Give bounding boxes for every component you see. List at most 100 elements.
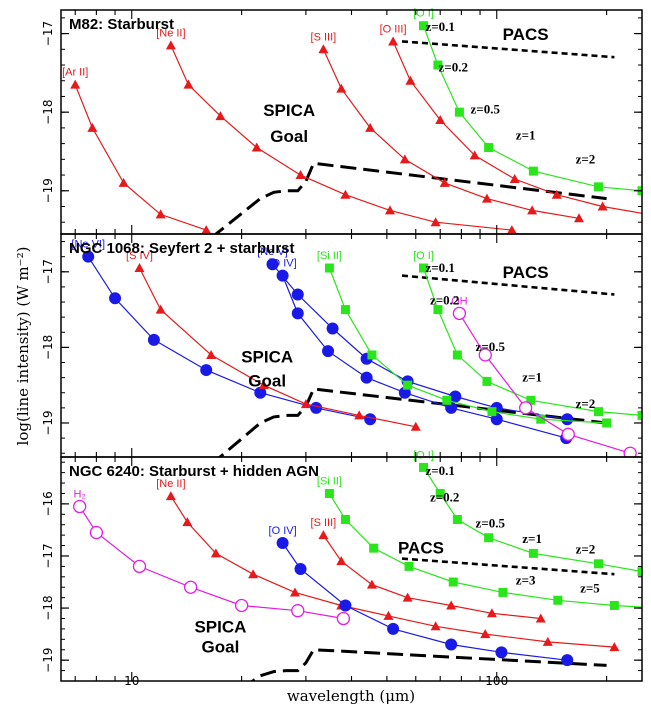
data-point: [87, 122, 98, 132]
data-point: [433, 60, 443, 70]
series-label: H₂: [74, 488, 86, 500]
data-point: [183, 580, 198, 594]
data-point: [182, 517, 193, 527]
series-line: [328, 267, 607, 424]
data-point: [155, 209, 166, 219]
redshift-label: z=1: [522, 531, 542, 546]
data-point: [300, 399, 311, 409]
data-point: [486, 608, 497, 618]
data-point: [561, 654, 574, 667]
data-point: [248, 569, 259, 579]
limit-spica-goal: [217, 387, 607, 457]
data-point: [289, 587, 300, 597]
data-point: [478, 348, 492, 362]
data-point: [402, 592, 413, 602]
data-point: [528, 166, 538, 176]
data-point: [210, 548, 221, 558]
data-point: [445, 638, 458, 651]
annotation-pacs: PACS: [503, 263, 549, 282]
data-point: [482, 376, 492, 386]
series-line: [322, 49, 580, 219]
data-point: [419, 21, 429, 31]
series-label: OH: [451, 295, 468, 307]
data-point: [481, 193, 492, 203]
series-s-iv: [134, 263, 421, 431]
data-point: [155, 304, 166, 314]
data-point: [340, 305, 350, 315]
data-point: [266, 258, 279, 271]
annotation-goal: Goal: [270, 127, 308, 146]
limit-pacs: [401, 274, 615, 296]
data-point: [73, 499, 87, 514]
data-point: [340, 515, 350, 525]
data-point: [561, 427, 575, 441]
series-ne-vi: [82, 250, 377, 426]
data-point: [602, 418, 612, 428]
data-point: [295, 170, 306, 180]
redshift-label: z=0.2: [430, 489, 459, 504]
data-point: [452, 306, 467, 321]
data-point: [336, 611, 351, 626]
data-point: [322, 345, 335, 358]
series-s-iii: [318, 530, 546, 623]
limit-spica-goal: [250, 648, 607, 681]
data-point: [439, 177, 450, 187]
series-label: [Ne V]: [257, 246, 288, 258]
data-point: [561, 413, 574, 426]
data-point: [469, 150, 480, 160]
data-point: [360, 371, 373, 384]
data-point: [294, 563, 307, 575]
data-point: [609, 642, 620, 652]
redshift-label: z=3: [516, 573, 536, 588]
data-point: [573, 213, 584, 223]
series-o-iv: [276, 269, 573, 445]
data-point: [365, 122, 376, 132]
annotation-pacs: PACS: [503, 25, 549, 44]
panel-title: M82: Starburst: [69, 16, 174, 33]
data-point: [637, 410, 642, 420]
series-si-ii: [324, 263, 612, 428]
data-point: [454, 107, 464, 117]
redshift-label: z=0.2: [430, 292, 459, 307]
data-point: [276, 536, 289, 549]
data-point: [70, 79, 81, 89]
data-point: [553, 595, 563, 605]
panel-frame: [60, 9, 643, 235]
data-point: [387, 622, 400, 635]
data-point: [206, 349, 217, 359]
panel-m82: [Ar II][Ne II] [S III][O III][O I]PACSSPI…: [41, 8, 643, 235]
x-axis-label: wavelength (μm): [287, 687, 415, 705]
limit-spica-goal: [213, 161, 607, 234]
data-point: [623, 446, 637, 457]
series-label: [Si II]: [317, 250, 342, 262]
data-point: [399, 154, 410, 164]
data-point: [364, 413, 377, 426]
data-point: [519, 401, 533, 415]
plot-area: [82, 250, 642, 457]
redshift-label: z=0.5: [476, 515, 506, 530]
data-point: [385, 205, 396, 215]
data-point: [526, 395, 536, 405]
y-tick-label: −19: [41, 410, 55, 435]
series-line: [87, 256, 371, 420]
redshift-label: z=0.1: [425, 463, 454, 478]
data-point: [452, 515, 462, 525]
data-point: [336, 556, 347, 566]
series-line: [282, 275, 567, 439]
data-point: [398, 386, 411, 399]
data-point: [435, 488, 445, 498]
series-o-i: [419, 263, 642, 420]
x-tick-label: 100: [485, 674, 508, 688]
data-point: [147, 333, 160, 346]
data-point: [369, 543, 379, 553]
redshift-label: z=0.2: [439, 59, 468, 74]
redshift-label: z=2: [576, 541, 596, 556]
series-label: [Ne II]: [156, 27, 185, 39]
redshift-label: z=0.1: [425, 19, 454, 34]
data-point: [527, 205, 538, 215]
series-o-i: [419, 21, 642, 196]
annotation-pacs: PACS: [398, 538, 444, 557]
data-point: [609, 600, 619, 610]
redshift-label: z=0.5: [471, 102, 501, 117]
